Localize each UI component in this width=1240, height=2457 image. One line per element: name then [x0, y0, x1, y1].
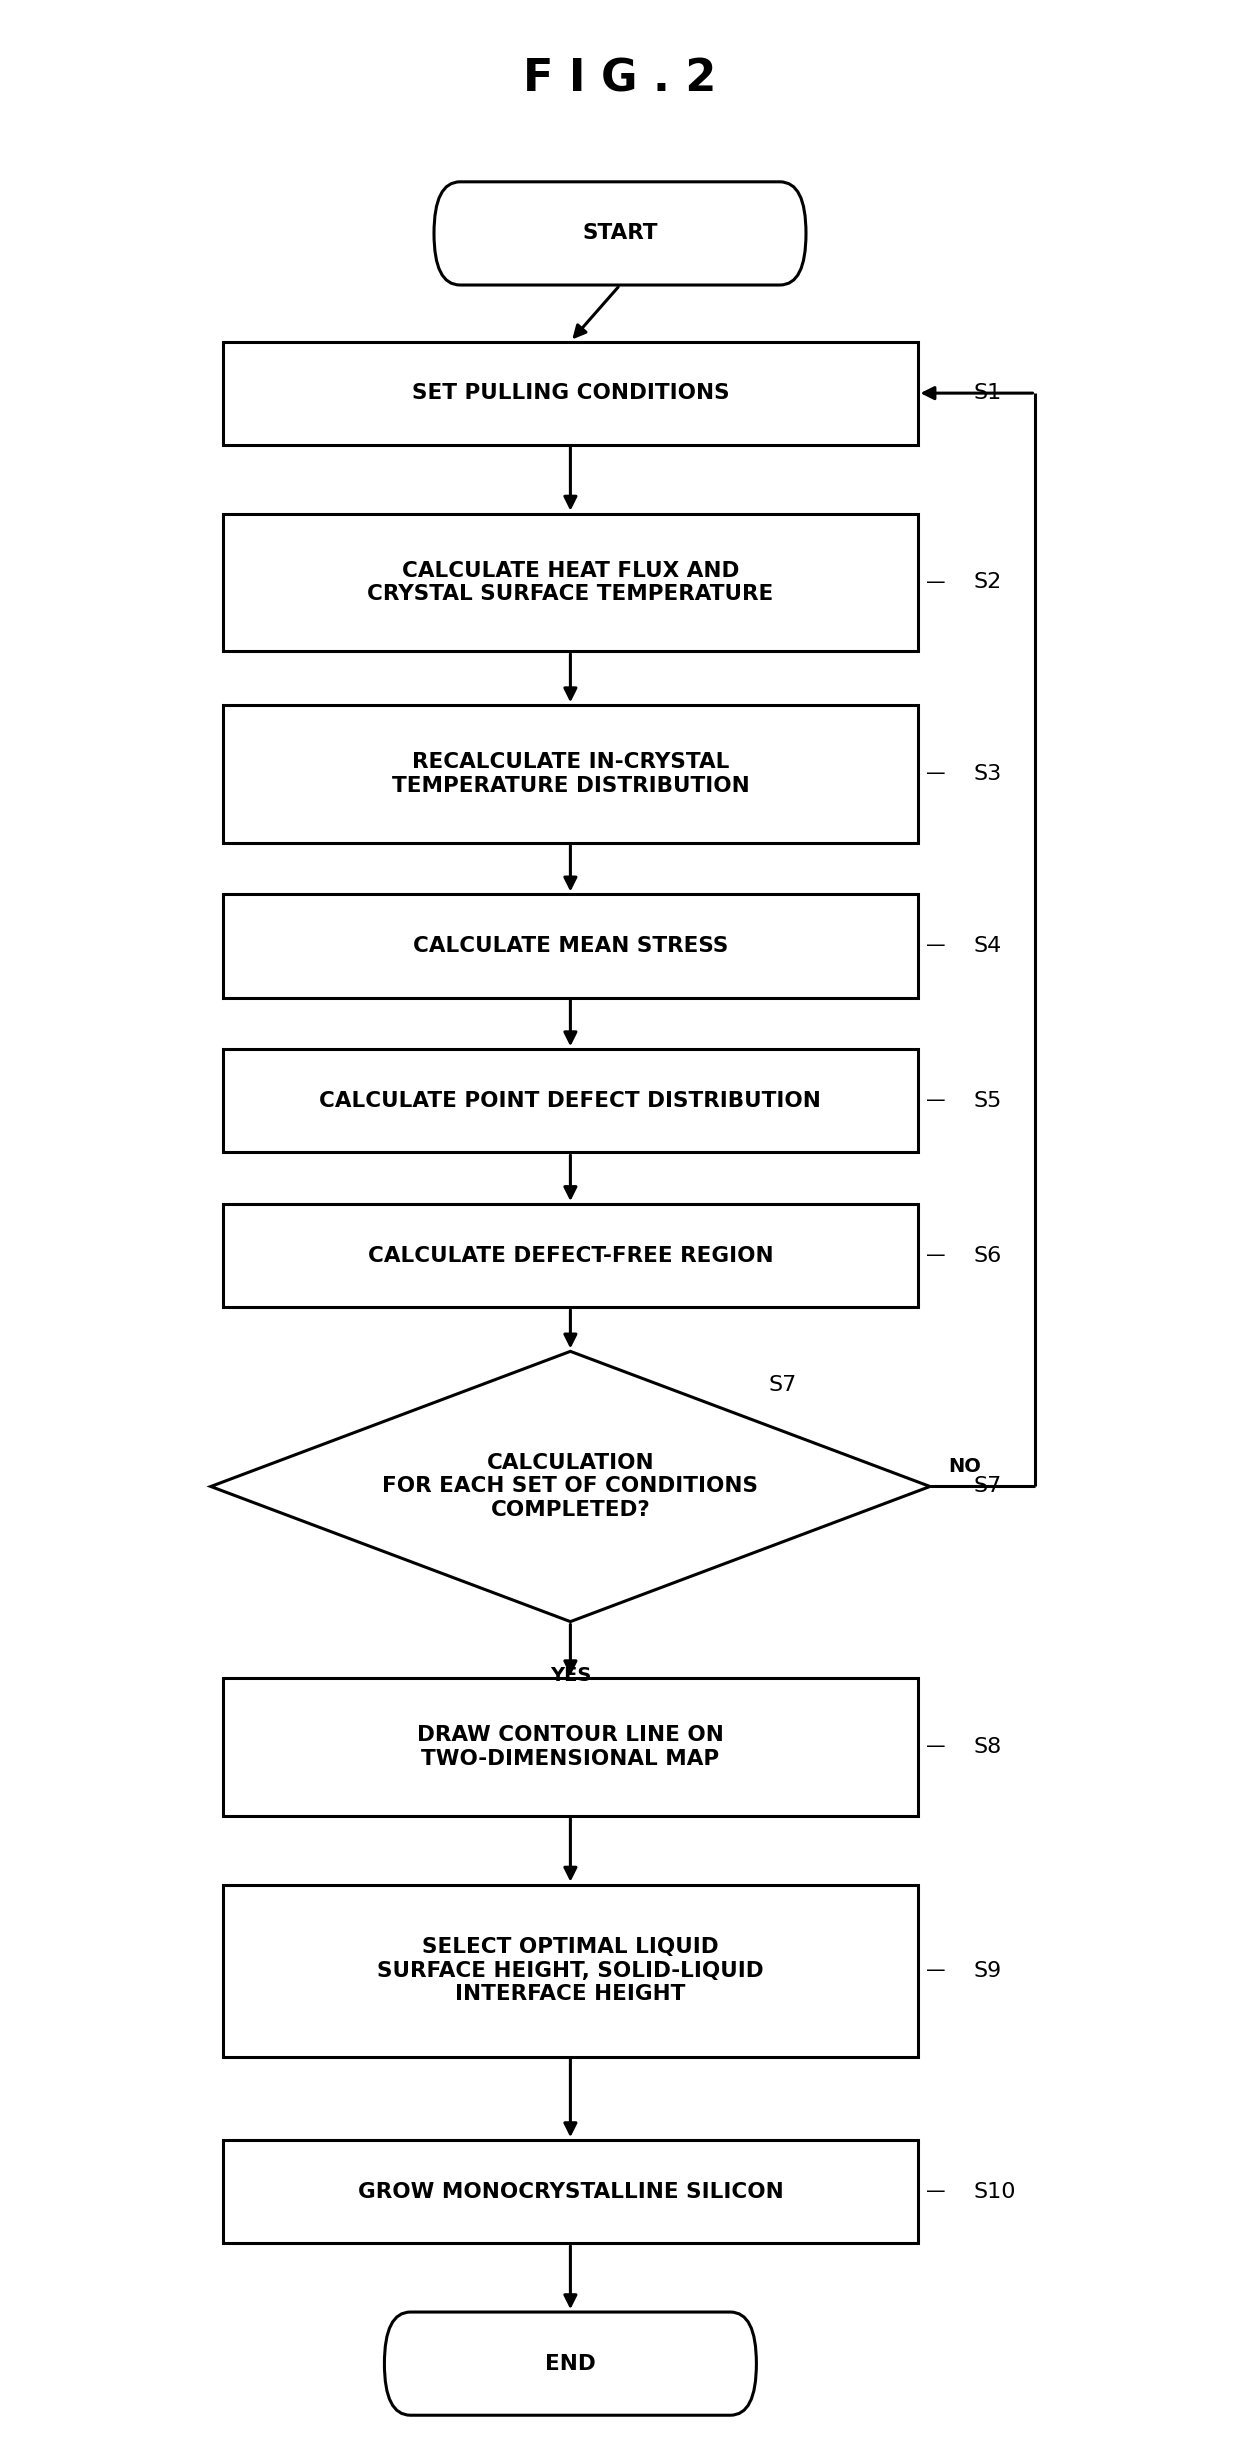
Text: CALCULATE DEFECT-FREE REGION: CALCULATE DEFECT-FREE REGION: [367, 1246, 774, 1265]
Text: YES: YES: [549, 1666, 591, 1686]
FancyBboxPatch shape: [434, 182, 806, 285]
Bar: [223, 1204, 918, 1307]
Text: START: START: [583, 224, 657, 243]
Text: S7: S7: [973, 1477, 1002, 1496]
Text: END: END: [546, 2354, 595, 2373]
Text: SET PULLING CONDITIONS: SET PULLING CONDITIONS: [412, 383, 729, 403]
Text: CALCULATE POINT DEFECT DISTRIBUTION: CALCULATE POINT DEFECT DISTRIBUTION: [320, 1091, 821, 1111]
Text: CALCULATE HEAT FLUX AND
CRYSTAL SURFACE TEMPERATURE: CALCULATE HEAT FLUX AND CRYSTAL SURFACE …: [367, 560, 774, 604]
Text: S8: S8: [973, 1737, 1002, 1757]
Bar: [223, 1678, 918, 1816]
Text: CALCULATE MEAN STRESS: CALCULATE MEAN STRESS: [413, 936, 728, 956]
Text: S9: S9: [973, 1961, 1002, 1980]
FancyBboxPatch shape: [384, 2312, 756, 2415]
Text: RECALCULATE IN-CRYSTAL
TEMPERATURE DISTRIBUTION: RECALCULATE IN-CRYSTAL TEMPERATURE DISTR…: [392, 752, 749, 796]
Text: S3: S3: [973, 764, 1002, 784]
Text: S7: S7: [769, 1376, 796, 1396]
Bar: [223, 342, 918, 445]
Text: S10: S10: [973, 2182, 1016, 2201]
Text: GROW MONOCRYSTALLINE SILICON: GROW MONOCRYSTALLINE SILICON: [357, 2182, 784, 2201]
Text: —: —: [926, 936, 946, 956]
Text: —: —: [926, 1246, 946, 1265]
Text: —: —: [926, 1737, 946, 1757]
Text: S6: S6: [973, 1246, 1002, 1265]
Bar: [223, 1885, 918, 2057]
Text: NO: NO: [949, 1457, 982, 1477]
Bar: [223, 1049, 918, 1152]
Text: CALCULATION
FOR EACH SET OF CONDITIONS
COMPLETED?: CALCULATION FOR EACH SET OF CONDITIONS C…: [382, 1452, 759, 1521]
Text: —: —: [926, 1477, 946, 1496]
Text: —: —: [926, 764, 946, 784]
Text: DRAW CONTOUR LINE ON
TWO-DIMENSIONAL MAP: DRAW CONTOUR LINE ON TWO-DIMENSIONAL MAP: [417, 1725, 724, 1769]
Bar: [223, 705, 918, 843]
Text: —: —: [926, 383, 946, 403]
Text: —: —: [926, 1961, 946, 1980]
Polygon shape: [211, 1351, 930, 1622]
Text: F I G . 2: F I G . 2: [523, 57, 717, 101]
Text: S2: S2: [973, 572, 1002, 592]
Bar: [223, 2140, 918, 2243]
Text: S1: S1: [973, 383, 1002, 403]
Text: —: —: [926, 1091, 946, 1111]
Text: S5: S5: [973, 1091, 1002, 1111]
Text: —: —: [926, 2182, 946, 2201]
Bar: [223, 514, 918, 651]
Text: S4: S4: [973, 936, 1002, 956]
Text: —: —: [926, 572, 946, 592]
Bar: [223, 894, 918, 998]
Text: SELECT OPTIMAL LIQUID
SURFACE HEIGHT, SOLID-LIQUID
INTERFACE HEIGHT: SELECT OPTIMAL LIQUID SURFACE HEIGHT, SO…: [377, 1936, 764, 2005]
